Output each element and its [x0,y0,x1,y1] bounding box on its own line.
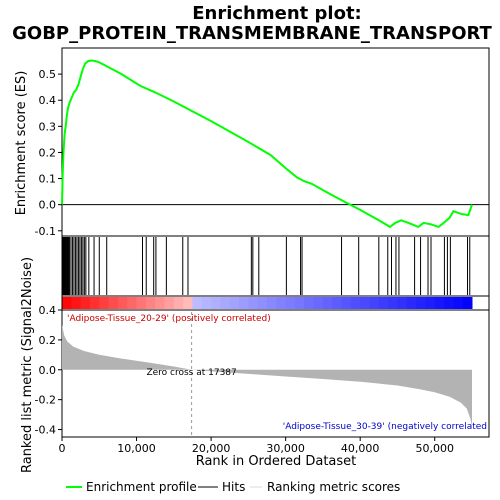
es-y-tick-label: 0.5 [39,68,57,81]
heat-segment [229,297,240,309]
heat-segment [462,297,473,309]
heat-segment [71,297,82,309]
heat-segment [89,297,100,309]
heat-segment [425,297,436,309]
heat-segment [406,297,417,309]
heat-segment [80,297,91,309]
metric-y-ticks: -0.4 -0.2 0.0 0.2 0.4 [35,304,62,437]
x-axis-label: Rank in Ordered Dataset [196,454,357,469]
heat-segment [397,297,408,309]
heat-segment [155,297,165,309]
heat-segment [211,297,221,309]
rank-heat-bar [62,297,473,309]
es-y-tick-label: -0.1 [35,225,56,238]
heat-segment [285,297,296,309]
plot-title-line2: GOBP_PROTEIN_TRANSMEMBRANE_TRANSPORT [12,23,492,44]
x-tick-label: 20,000 [192,442,231,455]
hit-marks [62,237,471,295]
legend-metric-label: Ranking metric scores [267,480,400,494]
es-y-tick-label: 0.0 [39,199,57,212]
metric-area [62,324,472,427]
heat-segment [99,297,110,309]
es-y-tick-label: 0.2 [39,146,57,159]
x-tick-label: 40,000 [341,442,380,455]
legend-hits-label: Hits [222,480,245,494]
heat-segment [239,297,249,309]
es-y-ticks: -0.1 0.0 0.1 0.2 0.3 0.4 0.5 [35,68,62,238]
negative-correlation-label: 'Adipose-Tissue_30-39' (negatively corre… [283,422,487,432]
heat-segment [276,297,287,309]
x-tick-label: 50,000 [415,442,454,455]
metric-y-tick-label: -0.4 [35,424,56,437]
heat-segment [201,297,212,309]
heat-segment [136,297,147,309]
heat-segment [313,297,324,309]
heat-segment [257,297,268,309]
es-curve [61,59,473,229]
x-ticks: 0 10,000 20,000 30,000 40,000 50,000 [59,437,454,455]
heat-segment [183,297,193,309]
x-tick-label: 10,000 [117,442,156,455]
heat-segment [360,297,370,309]
heat-segment [294,297,305,309]
heat-segment [378,297,389,309]
es-y-axis-label: Enrichment score (ES) [14,71,29,216]
es-y-tick-label: 0.1 [39,173,57,186]
heat-segment [108,297,119,309]
heat-segment [453,297,464,309]
zero-cross-label: Zero cross at 17387 [146,368,236,378]
metric-y-tick-label: -0.2 [35,394,56,407]
heat-segment [444,297,454,309]
hits-panel-frame [61,235,490,297]
metric-y-axis-label: Ranked list metric (Signal2Noise) [20,257,35,473]
heat-segment [117,297,128,309]
heat-segment [369,297,380,309]
heat-segment [322,297,333,309]
heat-segment [416,297,426,309]
es-y-tick-label: 0.3 [39,120,57,133]
heat-segment [192,297,203,309]
x-tick-label: 30,000 [266,442,305,455]
positive-correlation-label: 'Adipose-Tissue_20-29' (positively corre… [67,314,271,324]
heat-segment [332,297,343,309]
legend-es-label: Enrichment profile [86,480,197,494]
metric-y-tick-label: 0.2 [39,334,57,347]
heat-segment [173,297,184,309]
metric-y-tick-label: 0.0 [39,364,57,377]
heat-segment [388,297,398,309]
heat-segment [350,297,361,309]
heat-segment [248,297,259,309]
legend: Enrichment profile Hits Ranking metric s… [66,480,400,494]
heat-segment [164,297,175,309]
es-y-tick-label: 0.4 [39,94,57,107]
heat-segment [62,297,72,309]
heat-segment [434,297,445,309]
metric-y-tick-label: 0.4 [39,304,57,317]
heat-segment [145,297,156,309]
plot-title-line1: Enrichment plot: [192,3,362,24]
x-tick-label: 0 [59,442,66,455]
heat-segment [304,297,315,309]
heat-segment [267,297,277,309]
heat-segment [127,297,138,309]
heat-segment [220,297,231,309]
heat-segment [341,297,352,309]
